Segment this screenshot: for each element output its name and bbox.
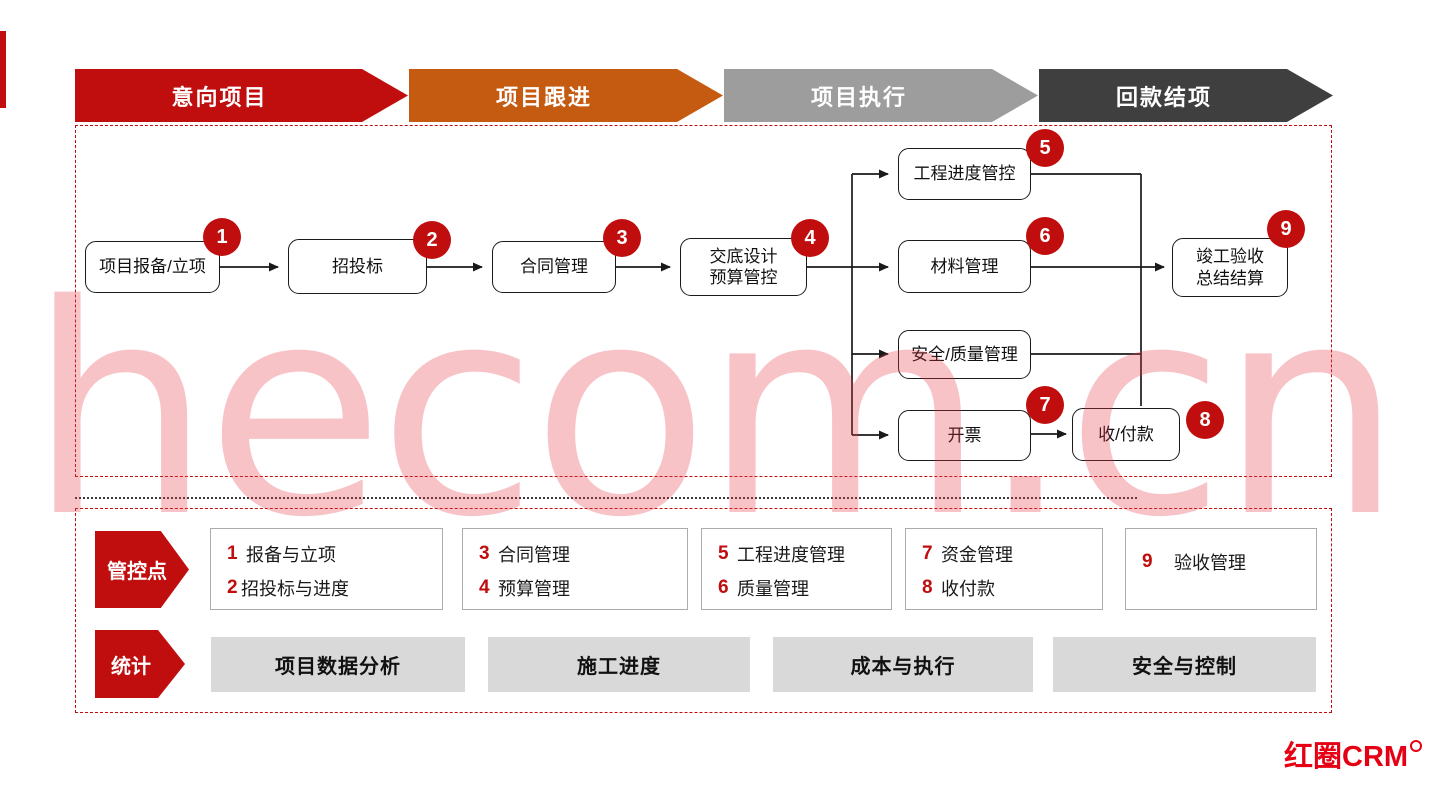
control-point-item: 1 报备与立项 — [227, 537, 442, 571]
phase-chevron-execution: 项目执行 — [724, 69, 1038, 122]
stat-box-project-data-analysis: 项目数据分析 — [211, 637, 465, 692]
control-point-number: 5 — [718, 543, 729, 564]
control-point-number: 2 — [227, 577, 238, 598]
flowchart-frame — [75, 125, 1332, 477]
control-point-text: 合同管理 — [498, 545, 570, 565]
control-point-item: 9 验收管理 — [1142, 545, 1316, 579]
flow-node-label: 招投标 — [332, 256, 383, 276]
control-point-number: 6 — [718, 577, 729, 598]
flow-node-label: 收/付款 — [1098, 424, 1154, 444]
badge-1: 1 — [203, 218, 241, 256]
phase-label: 项目跟进 — [495, 84, 592, 110]
badge-4: 4 — [791, 219, 829, 257]
badge-5: 5 — [1026, 129, 1064, 167]
flow-node-label-line1: 竣工验收 — [1196, 247, 1264, 267]
badge-3: 3 — [603, 219, 641, 257]
badge-8: 8 — [1186, 401, 1224, 439]
section-divider-line — [75, 497, 1137, 499]
flow-node-completion-settlement: 竣工验收 总结结算 — [1172, 238, 1288, 297]
control-point-group-5: 9 验收管理 — [1125, 528, 1317, 610]
badge-6: 6 — [1026, 217, 1064, 255]
badge-7: 7 — [1026, 386, 1064, 424]
flow-node-contract-mgmt: 合同管理 — [492, 241, 616, 293]
page-accent-bar — [0, 31, 6, 108]
control-point-group-4: 7 资金管理 8 收付款 — [905, 528, 1103, 610]
statistics-label: 统计 — [111, 655, 151, 678]
flow-node-label-line1: 交底设计 — [709, 246, 778, 266]
stat-box-cost-execution: 成本与执行 — [773, 637, 1033, 692]
control-point-number: 1 — [227, 543, 238, 564]
control-point-text: 工程进度管理 — [737, 545, 845, 565]
control-point-number: 4 — [479, 577, 490, 598]
control-point-text: 资金管理 — [941, 545, 1013, 565]
logo-degree-mark-icon — [1410, 740, 1423, 752]
stat-box-construction-progress: 施工进度 — [488, 637, 750, 692]
flow-node-progress-control: 工程进度管控 — [898, 148, 1031, 200]
flow-node-label: 工程进度管控 — [913, 164, 1016, 184]
flow-node-label: 开票 — [947, 425, 982, 445]
control-point-group-1: 1 报备与立项 2 招投标与进度 — [210, 528, 443, 610]
control-point-number: 9 — [1142, 551, 1153, 572]
control-point-text: 收付款 — [941, 579, 995, 599]
control-points-frame — [75, 508, 1332, 713]
control-point-group-2: 3 合同管理 4 预算管理 — [462, 528, 688, 610]
phase-chevron-intent: 意向项目 — [75, 69, 408, 122]
control-point-text: 报备与立项 — [246, 545, 336, 565]
flow-node-label-line2: 预算管控 — [709, 268, 778, 287]
control-point-item: 6 质量管理 — [718, 571, 891, 605]
flow-node-material-mgmt: 材料管理 — [898, 240, 1031, 293]
control-point-text: 质量管理 — [737, 579, 809, 599]
control-point-item: 4 预算管理 — [479, 571, 687, 605]
control-point-number: 8 — [922, 577, 933, 598]
flow-node-design-budget: 交底设计 预算管控 — [680, 238, 807, 296]
phase-label: 项目执行 — [810, 84, 907, 110]
badge-9: 9 — [1267, 210, 1305, 248]
phase-label: 意向项目 — [171, 84, 268, 110]
flow-node-project-filing: 项目报备/立项 — [85, 241, 220, 293]
flow-node-label-line2: 总结结算 — [1196, 268, 1264, 288]
flow-node-payment: 收/付款 — [1072, 408, 1180, 461]
control-point-item: 7 资金管理 — [922, 537, 1102, 571]
control-point-item: 8 收付款 — [922, 571, 1102, 605]
flow-node-label: 项目报备/立项 — [99, 257, 206, 277]
flow-node-label: 合同管理 — [520, 257, 588, 277]
control-point-item: 5 工程进度管理 — [718, 537, 891, 571]
flow-node-label: 安全/质量管理 — [911, 344, 1018, 364]
control-point-group-3: 5 工程进度管理 6 质量管理 — [701, 528, 892, 610]
stat-box-safety-control: 安全与控制 — [1053, 637, 1316, 692]
badge-2: 2 — [413, 221, 451, 259]
control-point-text: 招投标与进度 — [241, 579, 349, 599]
control-point-item: 2 招投标与进度 — [227, 571, 442, 605]
phase-chevron-closing: 回款结项 — [1039, 69, 1333, 122]
flow-node-invoicing: 开票 — [898, 410, 1031, 461]
flow-node-bidding: 招投标 — [288, 239, 427, 294]
control-point-text: 预算管理 — [498, 579, 570, 599]
control-point-text: 验收管理 — [1174, 553, 1246, 573]
control-point-number: 7 — [922, 543, 933, 564]
brand-logo: 红圈CRM — [1284, 740, 1423, 774]
control-point-number: 3 — [479, 543, 490, 564]
phase-chevron-followup: 项目跟进 — [409, 69, 723, 122]
flow-node-safety-quality: 安全/质量管理 — [898, 330, 1031, 379]
flow-node-label: 材料管理 — [930, 256, 999, 276]
control-point-item: 3 合同管理 — [479, 537, 687, 571]
control-points-label: 管控点 — [107, 561, 167, 583]
brand-logo-text: 红圈CRM — [1284, 741, 1409, 773]
phase-label: 回款结项 — [1115, 84, 1212, 110]
